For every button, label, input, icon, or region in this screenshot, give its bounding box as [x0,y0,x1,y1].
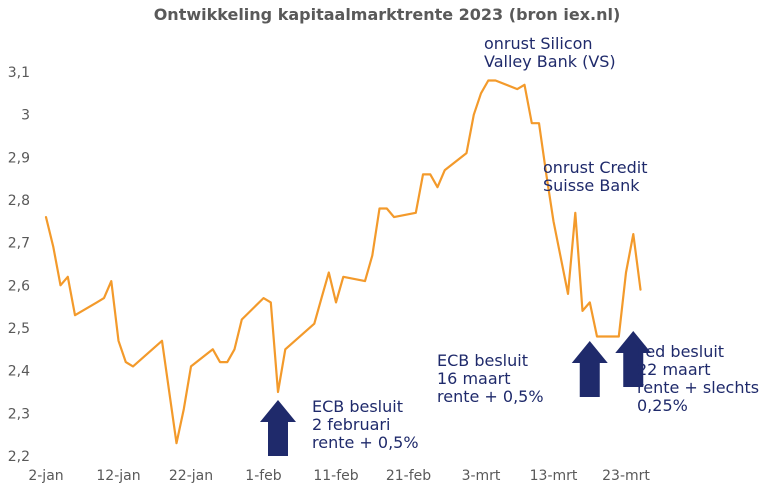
y-tick-label: 2,7 [8,236,30,252]
series-line [44,79,642,445]
y-tick-label: 2,2 [8,449,30,465]
y-tick-label: 2,3 [8,406,30,422]
x-tick-label: 2-jan [28,468,63,484]
y-tick-label: 2,5 [8,321,30,337]
annotation-ecb-mrt: rente + 0,5% [437,387,544,406]
annotation-fed-mrt: 22 maart [637,360,711,379]
y-tick-label: 2,9 [8,150,30,166]
annotation-svb: Valley Bank (VS) [484,52,616,71]
y-tick-label: 3 [21,108,30,124]
x-tick-label: 21-feb [386,468,431,484]
annotation-credit-suisse: Suisse Bank [543,176,640,195]
annotation-ecb-feb: ECB besluit [312,397,403,416]
annotation-ecb-feb: 2 februari [312,415,390,434]
ecb-feb-arrow [260,400,296,456]
fed-mrt-arrow [615,331,652,387]
x-tick-label: 13-mrt [530,468,578,484]
chart-title: Ontwikkeling kapitaalmarktrente 2023 (br… [154,5,621,24]
x-tick-label: 23-mrt [602,468,650,484]
annotation-fed-mrt: rente + slechts [637,378,759,397]
ecb-mrt-arrow [571,341,608,397]
y-tick-label: 2,8 [8,193,30,209]
event-arrows [260,331,652,456]
x-tick-label: 3-mrt [462,468,501,484]
annotation-ecb-feb: rente + 0,5% [312,433,419,452]
annotation-credit-suisse: onrust Credit [543,158,647,177]
y-tick-label: 2,6 [8,278,30,294]
y-tick-label: 3,1 [8,65,30,81]
annotation-svb: onrust Silicon [484,34,593,53]
annotation-ecb-mrt: 16 maart [437,369,511,388]
x-tick-label: 11-feb [313,468,358,484]
x-axis-ticks: 2-jan 12-jan 22-jan 1-feb 11-feb 21-feb 3-mrt 1… [28,468,650,484]
x-tick-label: 12-jan [96,468,140,484]
x-tick-label: 22-jan [169,468,213,484]
x-tick-label: 1-feb [245,468,282,484]
annotation-ecb-mrt: ECB besluit [437,351,528,370]
annotation-fed-mrt: Fed besluit [637,342,724,361]
y-axis-ticks: 2,2 2,3 2,4 2,5 2,6 2,7 2,8 2,9 3 3,1 [8,65,30,465]
annotation-fed-mrt: 0,25% [637,396,688,415]
y-tick-label: 2,4 [8,364,30,380]
